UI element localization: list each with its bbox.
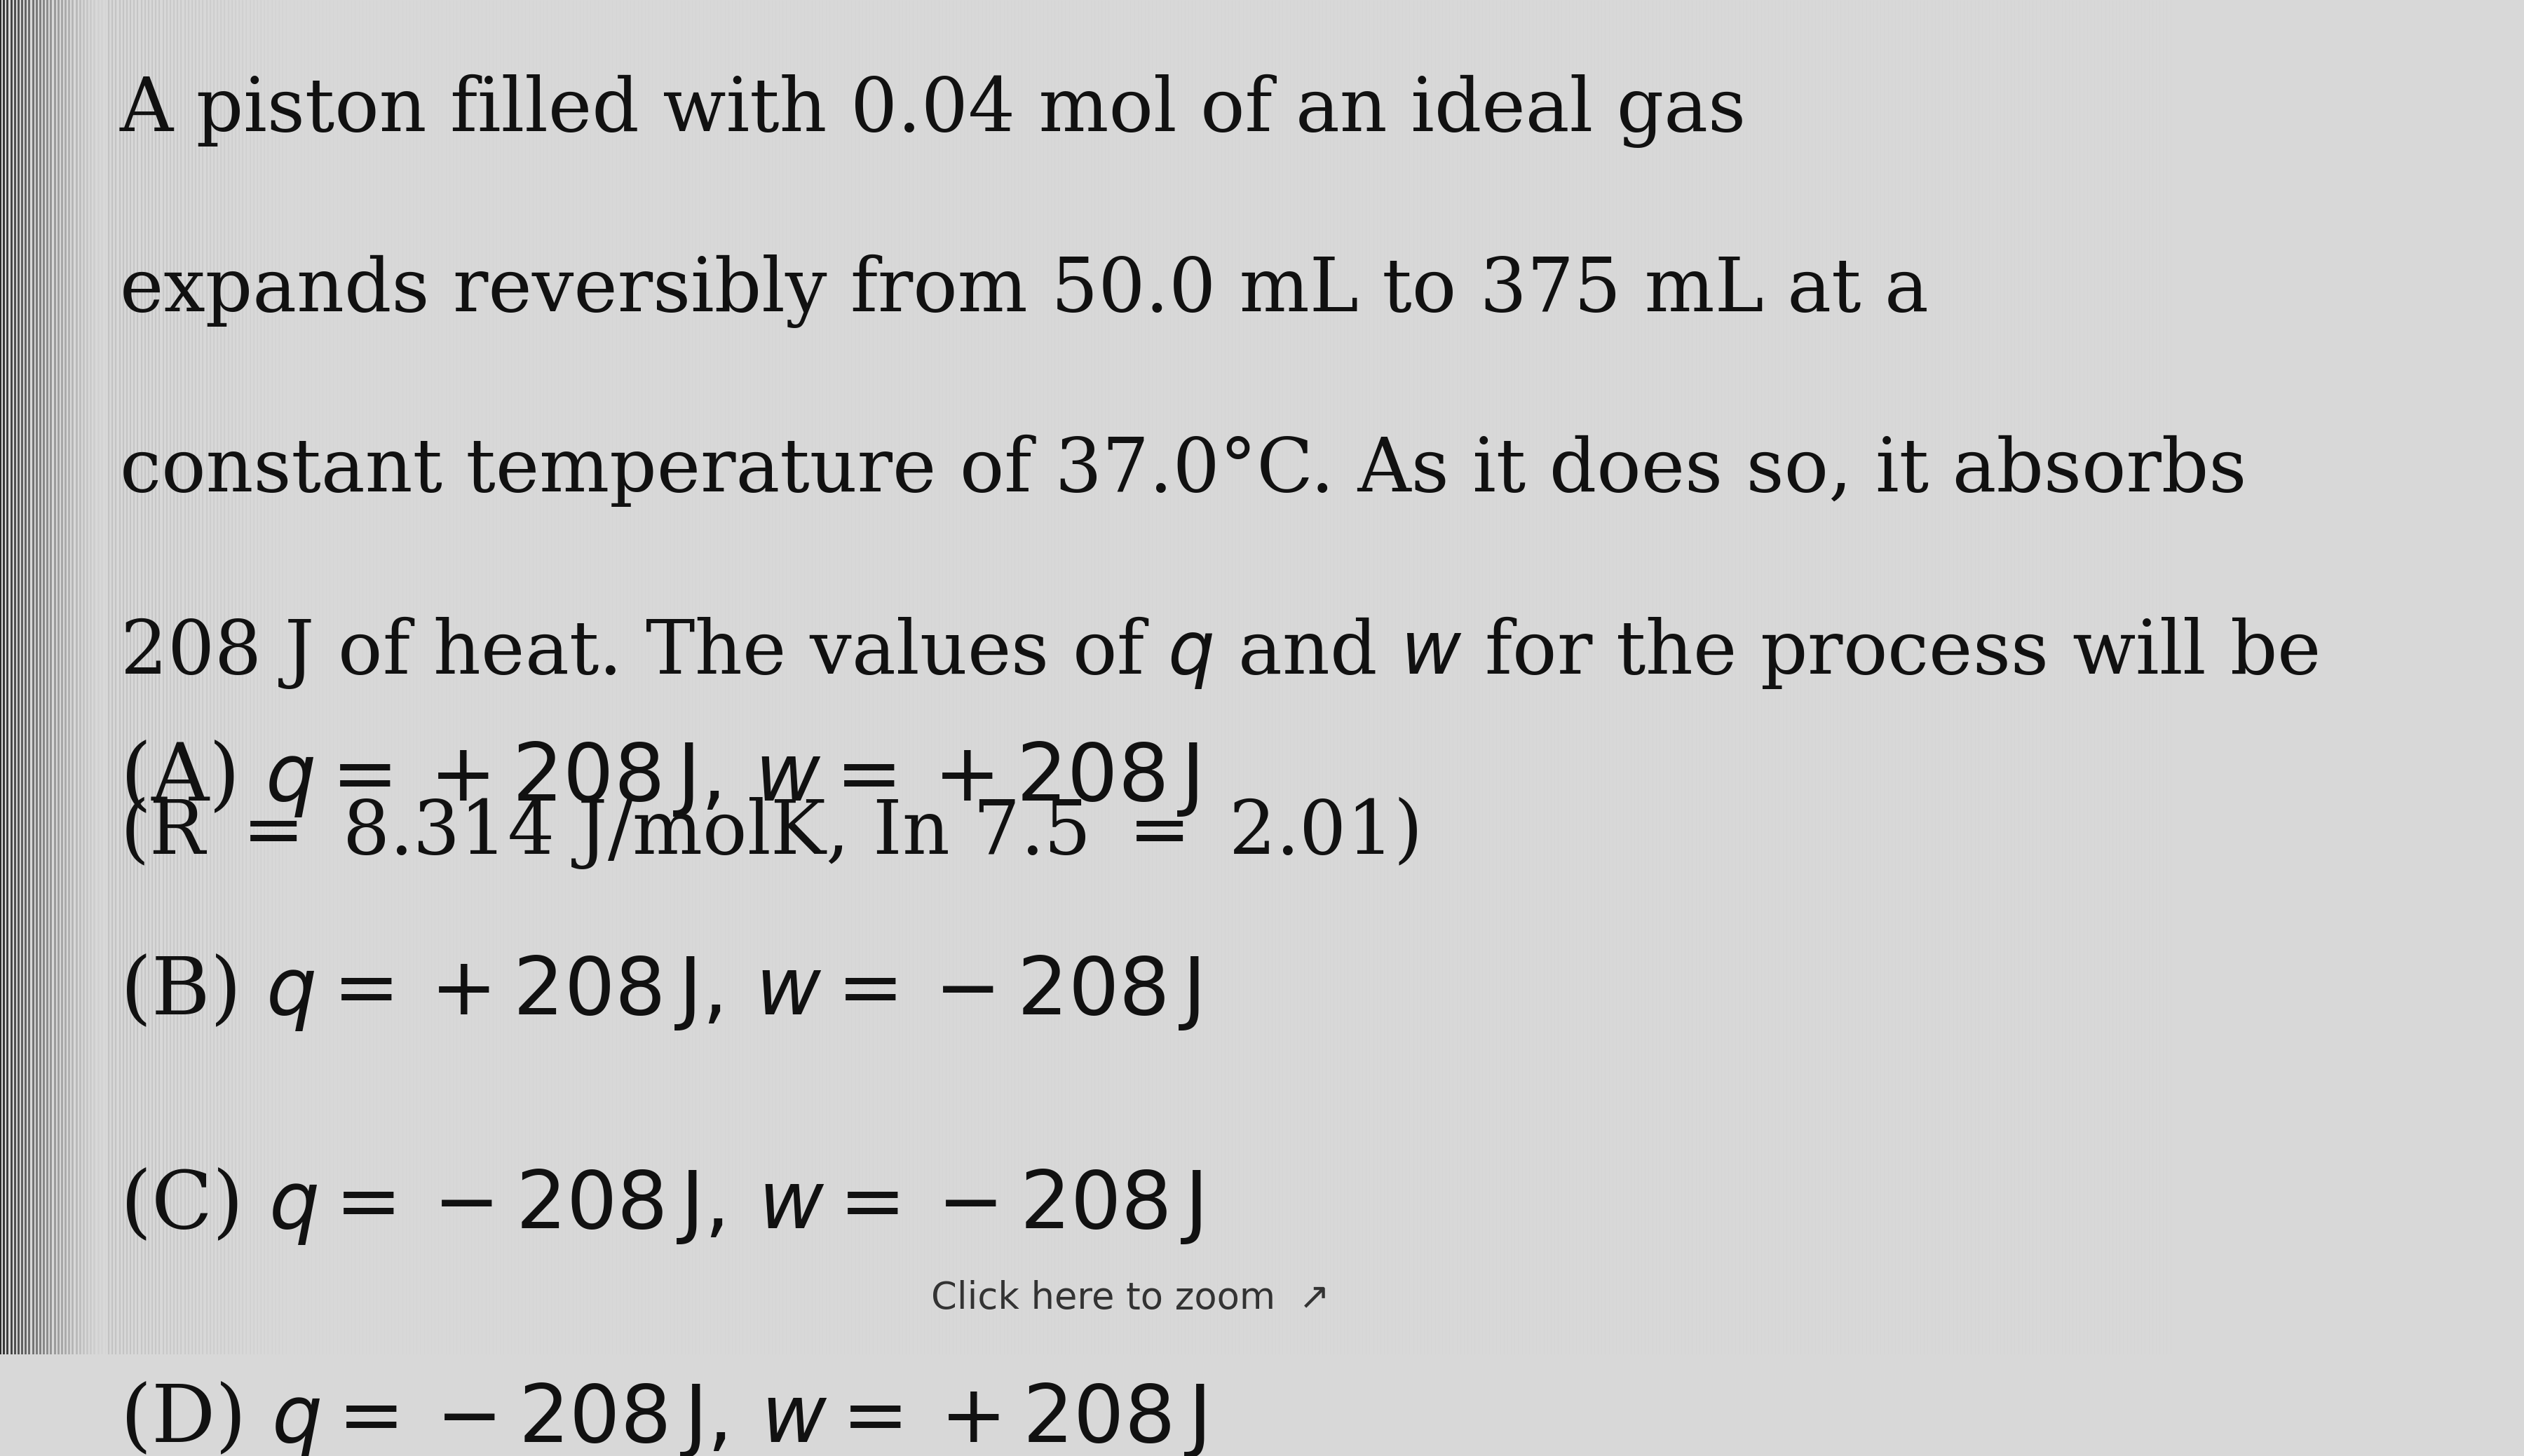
Text: expands reversibly from 50.0 mL to 375 mL at a: expands reversibly from 50.0 mL to 375 m… <box>119 255 1928 328</box>
Text: (A) $q = +208\,\mathrm{J},\, w = +208\,\mathrm{J}$: (A) $q = +208\,\mathrm{J},\, w = +208\,\… <box>119 738 1199 818</box>
Text: constant temperature of 37.0°C. As it does so, it absorbs: constant temperature of 37.0°C. As it do… <box>119 435 2246 507</box>
Text: 208 J of heat. The values of $q$ and $w$ for the process will be: 208 J of heat. The values of $q$ and $w$… <box>119 614 2317 690</box>
Text: A piston filled with 0.04 mol of an ideal gas: A piston filled with 0.04 mol of an idea… <box>119 74 1747 149</box>
Text: (B) $q = +208\,\mathrm{J},\, w = -208\,\mathrm{J}$: (B) $q = +208\,\mathrm{J},\, w = -208\,\… <box>119 952 1199 1032</box>
Text: (D) $q = -208\,\mathrm{J},\, w = +208\,\mathrm{J}$: (D) $q = -208\,\mathrm{J},\, w = +208\,\… <box>119 1380 1204 1456</box>
Text: Click here to zoom  ↗: Click here to zoom ↗ <box>931 1280 1330 1316</box>
Text: (C) $q = -208\,\mathrm{J},\, w = -208\,\mathrm{J}$: (C) $q = -208\,\mathrm{J},\, w = -208\,\… <box>119 1166 1201 1246</box>
Text: (R $=$ 8.314 J/molK, In 7.5 $=$ 2.01): (R $=$ 8.314 J/molK, In 7.5 $=$ 2.01) <box>119 795 1418 871</box>
